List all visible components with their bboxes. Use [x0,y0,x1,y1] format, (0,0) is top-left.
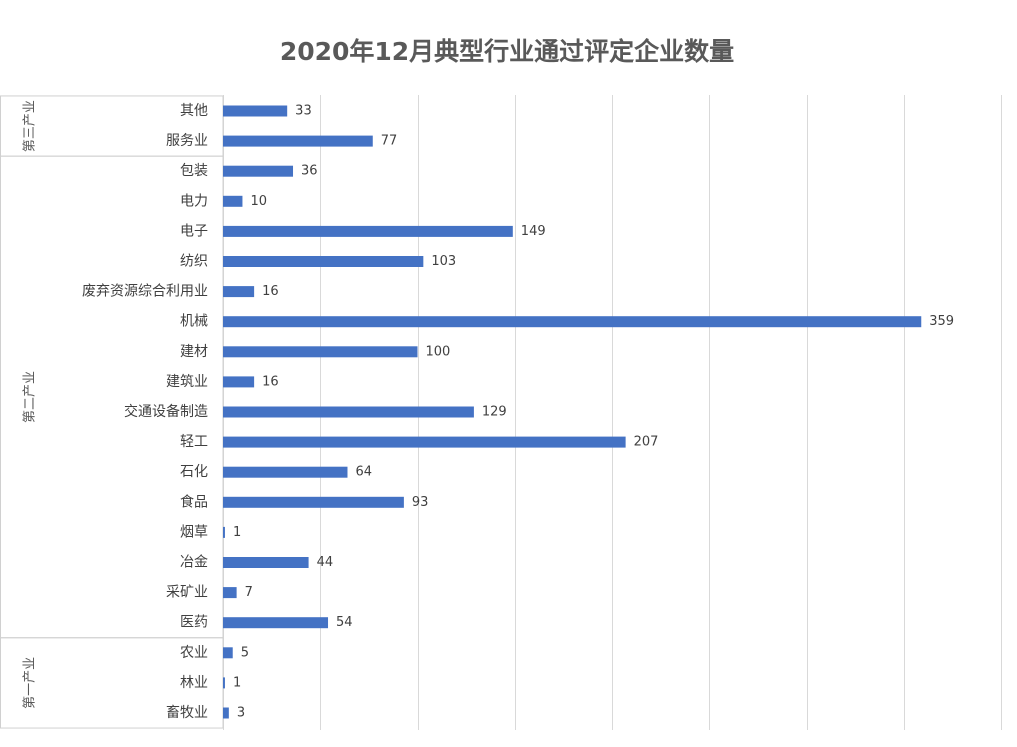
category-label: 轻工 [180,434,208,450]
category-label: 食品 [180,493,208,510]
category-label: 其他 [180,103,208,119]
category-label: 林业 [180,675,208,691]
data-label: 7 [245,585,253,600]
data-label: 54 [336,615,353,630]
bar [223,406,474,418]
category-labels: 其他服务业包装电力电子纺织废弃资源综合利用业机械建材建筑业交通设备制造轻工石化食… [82,103,208,721]
bar [223,135,373,147]
bars [223,105,922,719]
bar [223,105,288,117]
bar [223,496,404,508]
category-label: 畜牧业 [166,705,208,721]
category-label: 冶金 [180,555,208,571]
data-label: 149 [521,224,546,239]
bar [223,587,237,599]
category-label: 采矿业 [166,585,208,601]
group-label: 第一产业 [23,657,38,709]
data-label: 33 [295,104,312,119]
category-label: 电力 [180,193,208,209]
category-label: 建筑业 [166,374,208,390]
category-label: 纺织 [180,254,208,270]
data-label: 10 [250,194,267,209]
bar [223,165,294,177]
bar [223,256,424,267]
category-label: 机械 [180,314,208,330]
data-label: 207 [634,435,659,450]
category-label: 石化 [180,464,208,480]
data-label: 129 [482,405,507,420]
bar [223,647,233,659]
category-label: 建材 [180,344,208,360]
data-label: 359 [929,314,954,329]
category-label: 烟草 [180,524,208,540]
bar [223,225,513,237]
bar [223,286,255,298]
bar [223,707,229,719]
data-label: 3 [237,706,245,721]
data-labels: 33 77 36 10 149 103 16 359 100 16 129 207 64 93 1 44 7 54… [233,104,954,721]
group-label: 第三产业 [23,100,38,152]
group-label: 第二产业 [23,371,38,423]
category-label: 农业 [180,645,208,661]
category-label: 电子 [180,223,208,239]
data-label: 16 [262,374,279,389]
data-label: 64 [355,465,372,480]
data-label: 5 [241,645,249,660]
category-label: 包装 [180,163,208,179]
bar [223,346,418,358]
data-label: 77 [381,134,398,149]
category-label: 服务业 [166,133,208,149]
bar [223,376,255,388]
data-label: 1 [233,675,241,690]
data-label: 16 [262,284,279,299]
bar [223,436,626,448]
bar [223,316,922,328]
bar [223,526,225,538]
data-label: 100 [426,344,451,359]
chart-title: 2020年12月典型行业通过评定企业数量 [280,37,734,66]
bar [223,466,348,478]
data-label: 1 [233,525,241,540]
category-label: 废弃资源综合利用业 [82,284,208,300]
bar [223,617,329,629]
category-label: 医药 [180,615,208,631]
bar [223,195,243,207]
bar [223,557,309,568]
data-label: 93 [412,495,429,510]
gridlines [223,95,1002,730]
category-label: 交通设备制造 [124,403,208,420]
data-label: 44 [317,555,334,570]
bar [223,677,225,689]
data-label: 103 [431,254,456,269]
data-label: 36 [301,164,318,179]
